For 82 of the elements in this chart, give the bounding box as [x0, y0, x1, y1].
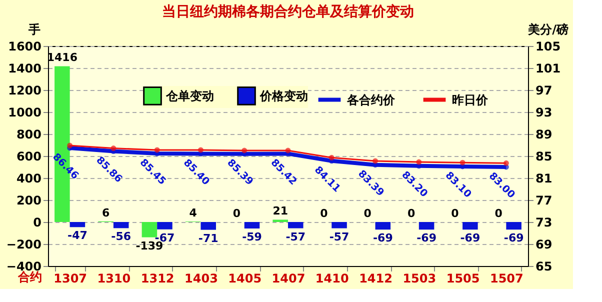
y2-tick-label: 69: [536, 238, 552, 252]
data-label: 4: [189, 206, 198, 220]
y-tick-label: 0: [33, 216, 42, 230]
point: [67, 142, 73, 148]
y2-tick-label: 89: [536, 128, 552, 142]
bar: [288, 222, 304, 228]
y-tick-label: 800: [16, 128, 42, 142]
point: [110, 146, 116, 152]
x-tick-label: 1503: [402, 272, 436, 286]
bar: [113, 222, 129, 228]
bar: [332, 222, 347, 228]
y-tick-label: 1400: [8, 62, 42, 76]
x-tick-label: 1507: [490, 272, 524, 286]
x-tick-label: 1410: [315, 272, 349, 286]
y2-tick-label: 77: [536, 194, 552, 208]
x-tick-label: 1405: [228, 272, 262, 286]
y-tick-label: 600: [16, 150, 42, 164]
y2-tick-label: 85: [536, 150, 552, 164]
y2-axis-title: 美分/磅: [527, 22, 568, 36]
x-tick-label: 1505: [446, 272, 480, 286]
bar: [70, 222, 86, 228]
y-tick-label: 400: [16, 172, 42, 186]
point: [416, 159, 422, 165]
data-label: 21: [272, 204, 288, 218]
y2-tick-label: 81: [536, 172, 552, 186]
point: [285, 148, 291, 154]
point: [198, 147, 204, 153]
data-label: -69: [416, 232, 436, 245]
y2-tick-label: 105: [536, 40, 561, 54]
x-tick-label: 1310: [97, 272, 131, 286]
x-tick-label: 1412: [359, 272, 392, 286]
data-label: 1416: [46, 51, 78, 64]
y-tick-label: 1200: [8, 84, 42, 98]
data-label: -71: [198, 232, 218, 245]
y-tick-label: 1000: [8, 106, 42, 120]
legend-label: 各合约价: [346, 92, 396, 107]
data-label: -69: [372, 232, 393, 245]
y2-tick-label: 93: [536, 106, 552, 120]
data-label: -59: [242, 230, 262, 244]
legend-label: 仓单变动: [165, 88, 214, 103]
y-tick-label: −200: [6, 238, 42, 252]
data-label: 0: [364, 207, 372, 220]
data-label: -57: [286, 230, 306, 244]
x-axis-title: 合约: [17, 270, 42, 284]
data-label: -57: [329, 230, 350, 244]
x-tick-label: 1403: [184, 272, 218, 286]
point: [328, 154, 334, 160]
point: [460, 160, 466, 166]
y2-tick-label: 101: [536, 62, 561, 76]
point: [154, 147, 160, 153]
data-label: 0: [407, 207, 416, 220]
bar: [462, 222, 478, 230]
y2-tick-label: 65: [536, 260, 552, 274]
data-label: 0: [320, 207, 328, 220]
bar: [418, 222, 434, 230]
data-label: 0: [451, 207, 460, 220]
legend-label: 价格变动: [259, 88, 308, 103]
data-label: 0: [494, 207, 503, 220]
bar: [157, 222, 172, 230]
x-tick-label: 1407: [272, 272, 306, 286]
y2-tick-label: 73: [536, 216, 552, 230]
point: [503, 160, 509, 166]
bar: [375, 222, 391, 230]
point: [242, 148, 248, 154]
y-axis-title: 手: [28, 22, 40, 36]
point: [372, 158, 378, 164]
y-tick-label: 200: [16, 194, 42, 208]
data-label: -69: [504, 232, 524, 245]
y2-tick-label: 97: [536, 84, 552, 98]
data-label: -56: [111, 230, 132, 244]
legend-label: 昨日价: [452, 92, 489, 107]
data-label: -69: [460, 232, 480, 245]
data-label: 6: [102, 206, 110, 220]
chart-title: 当日纽约期棉各期合约仓单及结算价变动: [162, 3, 414, 20]
x-tick-label: 1307: [54, 272, 88, 286]
data-label: 0: [232, 207, 241, 220]
bar: [506, 222, 522, 230]
y-tick-label: 1600: [8, 40, 42, 54]
data-label: -47: [68, 229, 88, 242]
x-tick-label: 1312: [140, 272, 174, 286]
bar: [200, 222, 216, 230]
bar: [244, 222, 260, 228]
